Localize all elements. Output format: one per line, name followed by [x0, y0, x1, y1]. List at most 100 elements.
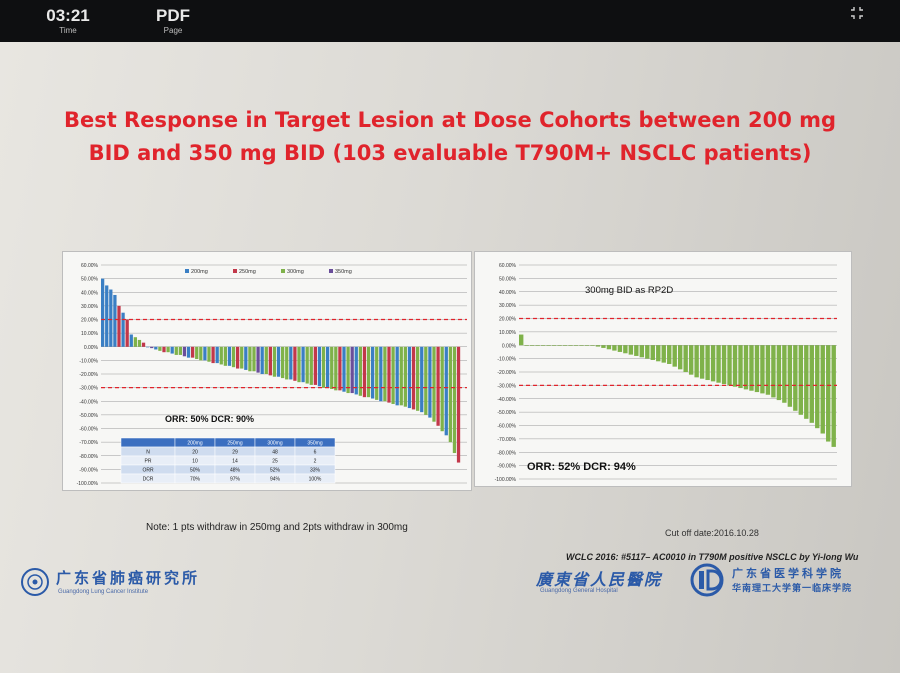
waterfall-bar	[826, 345, 831, 442]
waterfall-bar	[656, 345, 661, 362]
waterfall-bar	[452, 346, 457, 454]
y-tick-label: -50.00%	[79, 413, 98, 419]
waterfall-bar	[252, 346, 256, 372]
waterfall-bar	[535, 345, 540, 346]
waterfall-bar	[403, 346, 407, 407]
waterfall-bar	[546, 345, 551, 346]
waterfall-bar	[557, 345, 562, 346]
waterfall-bar	[154, 346, 158, 350]
waterfall-bar	[809, 345, 814, 423]
waterfall-bar	[219, 346, 223, 365]
citation: WCLC 2016: #5117– AC0010 in T790M positi…	[566, 552, 859, 562]
y-tick-label: 60.00%	[81, 263, 99, 269]
waterfall-bar	[317, 346, 322, 387]
table-header-text: 350mg	[307, 441, 323, 447]
table-cell-text: 70%	[190, 477, 201, 483]
waterfall-bar	[215, 346, 219, 364]
waterfall-bar	[174, 346, 178, 355]
waterfall-bar	[424, 346, 428, 415]
waterfall-bar	[645, 345, 650, 359]
waterfall-bar	[628, 345, 634, 355]
waterfall-bar	[815, 345, 820, 429]
table-cell-text: 14	[232, 459, 238, 465]
y-tick-label: -40.00%	[497, 397, 516, 403]
y-tick-label: -10.00%	[79, 358, 98, 364]
cutoff-date: Cut off date:2016.10.28	[665, 528, 759, 538]
waterfall-bar	[411, 346, 416, 410]
y-tick-label: -70.00%	[497, 437, 516, 443]
fullscreen-exit-icon[interactable]	[846, 4, 868, 26]
table-cell-text: 33%	[310, 468, 321, 474]
waterfall-bar	[166, 346, 170, 353]
table-cell-text: 52%	[270, 468, 281, 474]
waterfall-bar	[375, 346, 379, 400]
waterfall-bar	[667, 345, 672, 364]
table-cell-text: 100%	[309, 477, 322, 483]
waterfall-bar	[170, 346, 174, 354]
table-cell-text: PR	[145, 459, 152, 465]
waterfall-bar	[330, 346, 334, 389]
waterfall-bar	[285, 346, 289, 380]
y-tick-label: 20.00%	[81, 318, 99, 324]
waterfall-bar	[579, 345, 584, 346]
waterfall-bar	[137, 339, 142, 347]
y-tick-label: 50.00%	[499, 276, 517, 282]
waterfall-bar	[305, 346, 309, 384]
waterfall-bar	[350, 346, 354, 394]
waterfall-bar	[650, 345, 655, 360]
waterfall-bar	[699, 345, 705, 379]
waterfall-bar	[804, 345, 809, 419]
waterfall-bar	[683, 345, 688, 372]
logo-lung-cancer-institute: 广东省肺癌研究所 Guangdong Lung Cancer Institute	[20, 565, 240, 601]
y-tick-label: -60.00%	[79, 427, 98, 433]
chart-annotation: ORR: 52% DCR: 94%	[527, 461, 636, 473]
waterfall-bar	[105, 285, 109, 347]
table-header-text: 250mg	[227, 441, 243, 447]
waterfall-bar	[117, 305, 121, 347]
table-header-cell	[120, 437, 176, 448]
waterfall-bar	[399, 346, 403, 406]
legend-swatch	[329, 269, 333, 273]
waterfall-bar	[227, 346, 232, 366]
waterfall-bar	[354, 346, 358, 395]
waterfall-bar	[743, 345, 749, 390]
waterfall-bar	[562, 345, 568, 346]
waterfall-bar	[178, 346, 182, 355]
logo-left-en: Guangdong Lung Cancer Institute	[58, 589, 149, 595]
waterfall-bar	[529, 345, 535, 346]
waterfall-bar	[727, 345, 732, 386]
waterfall-bar	[606, 345, 612, 350]
waterfall-bar	[634, 345, 639, 356]
waterfall-bar	[551, 345, 557, 346]
table-cell-text: DCR	[143, 477, 154, 483]
y-tick-label: 10.00%	[499, 330, 517, 336]
waterfall-bar	[326, 346, 330, 388]
table-cell-text: 6	[314, 450, 317, 456]
y-tick-label: -60.00%	[497, 424, 516, 430]
y-tick-label: -10.00%	[497, 357, 516, 363]
withdraw-note: Note: 1 pts withdraw in 250mg and 2pts w…	[146, 522, 408, 533]
table-cell-text: 97%	[230, 477, 241, 483]
waterfall-bar	[346, 346, 350, 394]
table-cell	[294, 473, 336, 484]
table-cell-text: 48%	[230, 468, 241, 474]
y-tick-label: 10.00%	[81, 331, 99, 337]
waterfall-bar	[158, 346, 162, 351]
waterfall-bar	[456, 346, 461, 463]
waterfall-bar	[358, 346, 362, 396]
page-indicator[interactable]: PDF Page	[143, 6, 203, 36]
slide-title: Best Response in Target Lesion at Dose C…	[60, 104, 840, 170]
waterfall-bar	[738, 345, 743, 389]
logo-guangdong-general-hospital: 廣東省人民醫院 Guangdong General Hospital	[536, 566, 686, 600]
waterfall-bar	[754, 345, 760, 393]
top-bar: 03:21 Time PDF Page	[0, 0, 900, 42]
y-tick-label: 30.00%	[499, 303, 517, 309]
waterfall-bar	[207, 346, 211, 362]
waterfall-bar	[432, 346, 436, 422]
waterfall-bar	[705, 345, 710, 381]
waterfall-bar	[519, 334, 524, 346]
slide-title-line-1: Best Response in Target Lesion at Dose C…	[63, 108, 837, 132]
waterfall-bar	[732, 345, 738, 387]
waterfall-bar	[379, 346, 383, 402]
legend-label: 300mg	[287, 269, 304, 275]
